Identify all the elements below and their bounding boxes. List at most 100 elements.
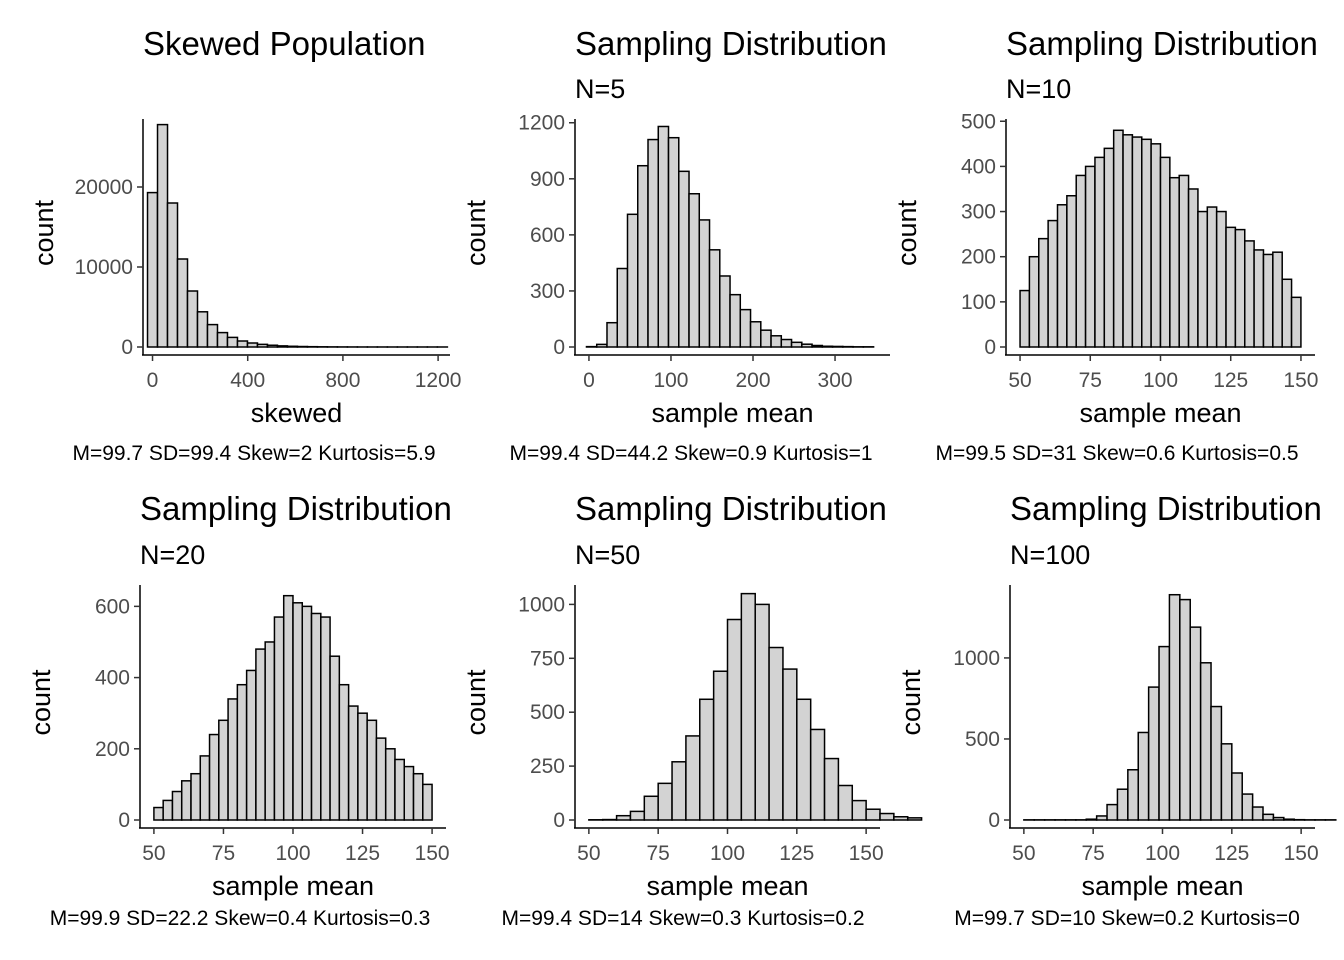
- histogram-bar: [615, 814, 632, 821]
- y-tick-label: 100: [961, 291, 996, 314]
- y-tick-label: 300: [530, 280, 565, 303]
- histogram-bar: [811, 344, 824, 348]
- histogram-bar: [754, 603, 770, 821]
- histogram-bar: [310, 612, 322, 821]
- y-tick-label: 0: [984, 336, 996, 359]
- x-tick-label: 150: [415, 842, 450, 865]
- histogram-bar: [1116, 788, 1129, 821]
- histogram-bar: [320, 616, 331, 821]
- histogram-bar: [739, 308, 752, 348]
- histogram-bar: [1225, 226, 1237, 348]
- histogram-bar: [1137, 731, 1150, 821]
- y-tick-label: 900: [530, 168, 565, 191]
- histogram-bar: [1262, 253, 1274, 348]
- histogram-bar: [176, 258, 189, 348]
- histogram-bar: [1234, 228, 1246, 348]
- histogram-bar: [227, 698, 239, 821]
- y-tick-label: 0: [118, 809, 130, 832]
- histogram-bar: [770, 335, 783, 348]
- panel-6: Sampling Distribution N=100 0 500 1000 50 75 10…: [896, 490, 1337, 930]
- histogram-bar: [162, 799, 174, 821]
- y-axis-title: count: [26, 669, 56, 736]
- panel-caption: M=99.4 SD=44.2 Skew=0.9 Kurtosis=1: [509, 442, 872, 465]
- histogram-bar: [837, 784, 854, 821]
- histogram-bar: [708, 249, 721, 348]
- histogram-bar: [264, 641, 276, 821]
- panel-5: Sampling Distribution N=50 0 250 500 750 1000 5…: [461, 490, 923, 930]
- y-tick-label: 1200: [518, 112, 565, 135]
- histogram-bar: [286, 345, 299, 348]
- histogram-bar: [153, 806, 164, 821]
- y-tick-label: 1000: [518, 593, 565, 616]
- histogram-bar: [1075, 174, 1087, 348]
- bars: [1023, 593, 1337, 821]
- panel-3: Sampling Distribution N=10 0 100 200 300 400 50…: [892, 25, 1318, 465]
- panel-caption: M=99.7 SD=99.4 Skew=2 Kurtosis=5.9: [72, 442, 435, 465]
- histogram-bar: [1169, 176, 1180, 348]
- histogram-bar: [1241, 793, 1254, 821]
- histogram-bar: [146, 191, 159, 348]
- histogram-bar: [1231, 772, 1243, 821]
- histogram-bar: [282, 594, 294, 821]
- histogram-bar: [1028, 255, 1040, 348]
- histogram-bar: [1122, 134, 1134, 348]
- x-tick-label: 150: [1283, 369, 1318, 392]
- x-tick-label: 75: [1082, 842, 1105, 865]
- x-tick-label: 200: [735, 369, 770, 392]
- x-tick-label: 75: [212, 842, 235, 865]
- histogram-bar: [749, 321, 762, 348]
- histogram-bar: [206, 323, 219, 348]
- x-tick-label: 0: [147, 369, 159, 392]
- x-tick-label: 125: [1214, 842, 1249, 865]
- panel-title: Sampling Distribution: [140, 490, 452, 527]
- panel-title: Sampling Distribution: [575, 25, 887, 62]
- histogram-bar: [236, 340, 249, 348]
- histogram-bar: [218, 719, 229, 821]
- histogram-bar: [1179, 598, 1191, 821]
- histogram-bar: [1066, 195, 1077, 348]
- histogram-bar: [740, 592, 756, 821]
- histogram-bar: [1199, 662, 1212, 821]
- panel-caption: M=99.7 SD=10 Skew=0.2 Kurtosis=0: [954, 907, 1300, 930]
- histogram-bar: [1056, 204, 1068, 348]
- y-tick-label: 200: [961, 246, 996, 269]
- y-tick-label: 500: [961, 110, 996, 133]
- histogram-bar: [1215, 210, 1227, 348]
- panel-caption: M=99.4 SD=14 Skew=0.3 Kurtosis=0.2: [501, 907, 864, 930]
- x-tick-label: 100: [653, 369, 688, 392]
- histogram-bar: [266, 344, 279, 348]
- panel-subtitle: N=100: [1010, 540, 1090, 570]
- y-tick-label: 20000: [75, 176, 133, 199]
- histogram-bar: [790, 341, 803, 348]
- histogram-bar: [1187, 188, 1199, 348]
- histogram-bar: [1019, 289, 1031, 348]
- y-tick-label: 0: [988, 809, 1000, 832]
- histogram-bar: [1283, 818, 1295, 821]
- x-tick-label: 800: [325, 369, 360, 392]
- histogram-bar: [821, 345, 834, 348]
- histogram-bar: [1251, 806, 1264, 821]
- x-tick-label: 75: [1079, 369, 1102, 392]
- histogram-bar: [823, 757, 840, 821]
- x-axis-title: skewed: [251, 398, 343, 428]
- y-tick-label: 750: [530, 647, 565, 670]
- x-tick-label: 150: [849, 842, 884, 865]
- panel-subtitle: N=20: [140, 540, 205, 570]
- histogram-bar: [1210, 705, 1223, 821]
- histogram-bar: [1094, 156, 1106, 348]
- x-tick-label: 400: [230, 369, 265, 392]
- histogram-bar: [782, 668, 798, 821]
- histogram-bar: [366, 719, 378, 821]
- histogram-bar: [1106, 803, 1119, 821]
- histogram-bar: [629, 810, 646, 821]
- histogram-bar: [626, 213, 639, 348]
- x-tick-label: 50: [1012, 842, 1035, 865]
- histogram-bar: [809, 728, 826, 821]
- histogram-bar: [851, 799, 867, 821]
- panel-1: Skewed Population 0 10000 20000 0 400 800 1200 s…: [29, 25, 461, 465]
- y-tick-label: 250: [530, 755, 565, 778]
- histogram-bar: [1197, 210, 1209, 348]
- histogram-bar: [657, 782, 673, 821]
- histogram-bar: [156, 123, 169, 348]
